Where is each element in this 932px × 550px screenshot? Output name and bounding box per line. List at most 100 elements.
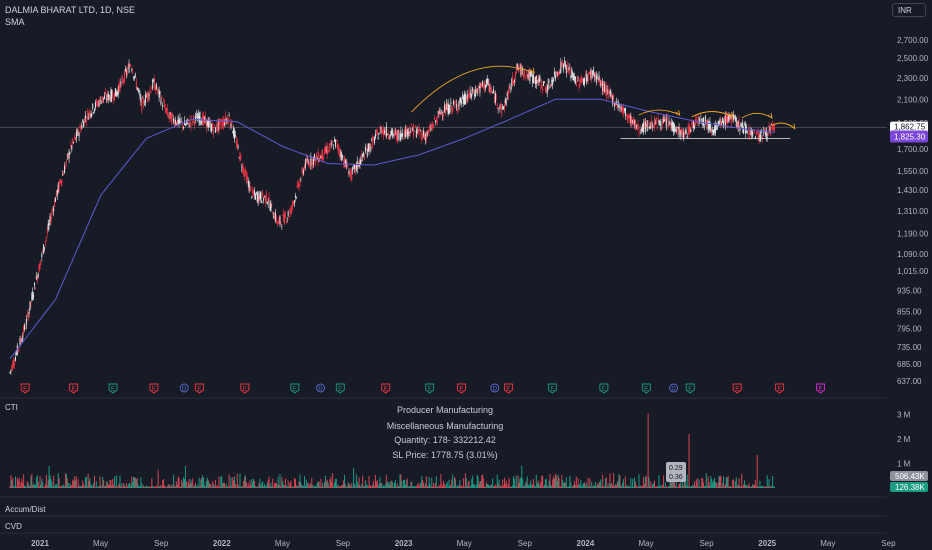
volume-bar <box>86 486 88 488</box>
volume-bar <box>349 484 351 488</box>
volume-bar <box>612 485 614 488</box>
volume-bar <box>563 482 565 488</box>
volume-bar <box>625 485 627 488</box>
volume-bar <box>345 486 347 488</box>
volume-bar <box>519 478 521 488</box>
volume-bar <box>511 486 513 488</box>
volume-bar <box>177 476 179 488</box>
sma-legend-label[interactable]: SMA <box>5 17 25 27</box>
volume-bar <box>361 483 363 488</box>
candle-body <box>380 127 382 134</box>
candle-body <box>640 132 642 134</box>
candle-body <box>504 98 506 103</box>
volume-bar <box>93 483 95 488</box>
cvd-pane-label[interactable]: CVD <box>5 522 22 531</box>
candle-body <box>598 75 600 80</box>
volume-bar <box>687 486 689 488</box>
candle-body <box>683 132 685 139</box>
volume-bar <box>453 486 455 488</box>
candle-body <box>695 119 697 121</box>
candle-body <box>254 190 256 195</box>
candle-body <box>235 140 237 146</box>
volume-bar <box>153 486 155 488</box>
cti-pane-label[interactable]: CTI <box>5 403 18 412</box>
volume-bar <box>207 479 209 488</box>
volume-bar <box>40 484 42 488</box>
symbol-title[interactable]: DALMIA BHARAT LTD, 1D, NSE <box>5 5 136 15</box>
accum-dist-pane-label[interactable]: Accum/Dist <box>5 505 46 514</box>
volume-bar <box>624 476 626 488</box>
volume-bar <box>465 478 467 488</box>
volume-bar <box>228 474 230 488</box>
candle-body <box>537 76 539 85</box>
candle-body <box>525 71 527 73</box>
volume-bar <box>88 481 90 488</box>
volume-bar <box>122 486 124 488</box>
dividend-marker <box>490 383 500 393</box>
volume-bar <box>213 483 215 488</box>
volume-bar <box>55 483 57 488</box>
candle-body <box>474 88 476 97</box>
volume-bar <box>116 485 118 488</box>
candle-body <box>721 123 723 125</box>
candle-body <box>595 75 597 83</box>
volume-bar <box>425 476 427 488</box>
candle-body <box>688 125 690 135</box>
candle-body <box>614 103 616 106</box>
candle-body <box>444 105 446 113</box>
volume-bar <box>723 486 725 488</box>
volume-bar <box>745 484 747 488</box>
candle-body <box>608 88 610 90</box>
volume-bar <box>650 481 652 488</box>
volume-bar <box>634 481 636 488</box>
volume-bar <box>253 478 255 488</box>
candle-body <box>593 74 595 78</box>
volume-bar <box>449 485 451 488</box>
candle-body <box>332 142 334 143</box>
candles-group <box>9 56 775 375</box>
arc-arrow-head <box>529 67 535 74</box>
candle-body <box>500 103 502 106</box>
candle-body <box>606 89 608 91</box>
volume-bar <box>72 479 74 488</box>
volume-bar <box>159 486 161 488</box>
volume-bar <box>520 477 522 488</box>
x-tick-label: Sep <box>154 539 169 548</box>
event-marker-label: E <box>243 387 247 393</box>
earnings-marker <box>599 383 609 394</box>
candle-body <box>350 169 352 179</box>
event-marker-label: E <box>819 387 823 393</box>
volume-bar <box>671 479 673 488</box>
candle-body <box>423 130 425 136</box>
candle-body <box>110 90 112 102</box>
candle-body <box>358 163 360 167</box>
volume-bar <box>167 484 169 488</box>
x-tick-label: Sep <box>699 539 714 548</box>
volume-bar <box>112 479 114 488</box>
candle-body <box>653 126 655 128</box>
candle-body <box>29 301 31 310</box>
candle-body <box>207 120 209 128</box>
volume-bar <box>103 480 105 488</box>
volume-bar <box>181 479 183 488</box>
volume-bar <box>746 485 748 488</box>
volume-bar <box>635 485 637 488</box>
candle-body <box>724 115 726 126</box>
candle-body <box>181 121 183 123</box>
volume-bar <box>414 486 416 488</box>
candle-body <box>473 92 475 94</box>
candle-body <box>722 117 724 123</box>
currency-button[interactable]: INR <box>892 3 926 17</box>
volume-bar <box>688 434 690 488</box>
candle-body <box>555 71 557 74</box>
volume-bar <box>157 469 159 488</box>
candle-body <box>101 100 103 102</box>
candle-body <box>67 153 69 159</box>
volume-bar <box>70 485 72 488</box>
candle-body <box>90 113 92 117</box>
volume-bar <box>300 482 302 488</box>
volume-bar <box>313 486 315 488</box>
volume-bar <box>329 479 331 488</box>
candle-body <box>762 135 764 140</box>
